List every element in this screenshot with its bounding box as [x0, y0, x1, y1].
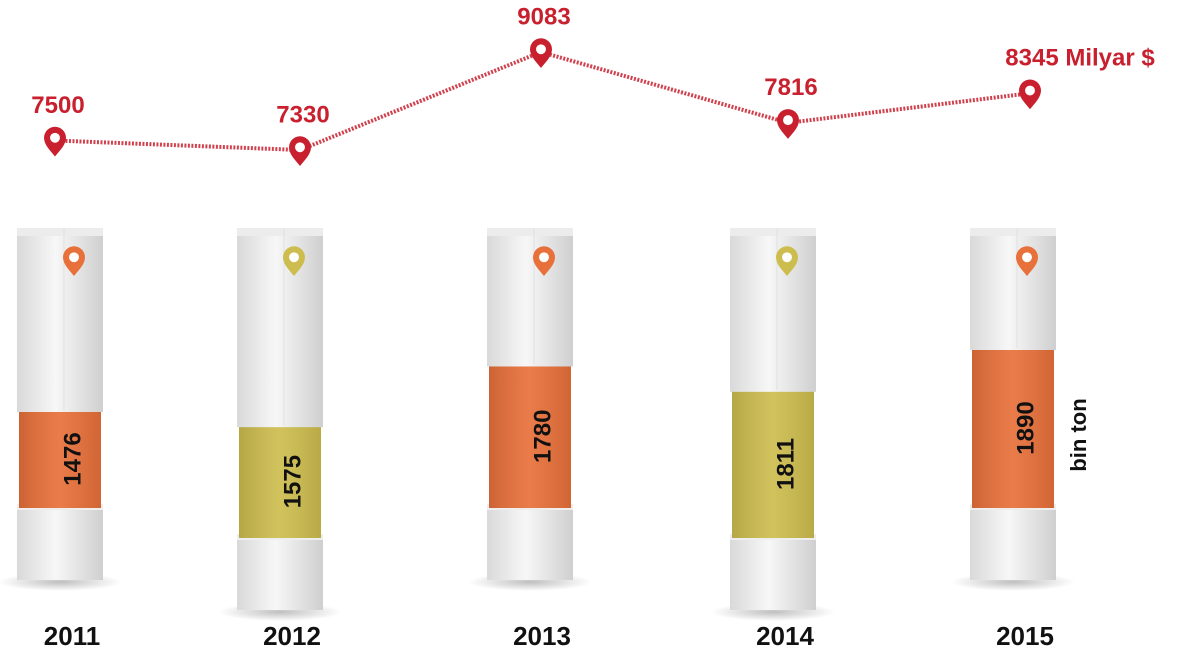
column-top: [237, 228, 323, 427]
column-base: [17, 504, 103, 580]
value-label: 8345 Milyar $: [1005, 45, 1155, 72]
pin-hole: [295, 142, 305, 152]
chart: 7500 7330 9083 7816 8345 Milyar $ 1476 2011 157…: [0, 0, 1179, 657]
pin-hole: [783, 115, 793, 125]
line: [55, 52, 1030, 150]
pin-hole: [69, 252, 79, 262]
column-top: [17, 228, 103, 412]
pin-hole: [50, 133, 60, 143]
column-base: [237, 534, 323, 610]
pin-hole: [1025, 86, 1035, 96]
pin-hole: [782, 252, 792, 262]
page: 7500 7330 9083 7816 8345 Milyar $ 1476 2011 157…: [0, 0, 1179, 657]
column-cap: [487, 228, 573, 236]
value-label: 1476: [59, 432, 86, 485]
value-label: 1890: [1012, 401, 1039, 454]
column-top: [970, 228, 1056, 350]
column-cap: [730, 228, 816, 236]
column-top: [730, 228, 816, 392]
value-label: 7816: [764, 74, 817, 101]
pin-hole: [536, 44, 546, 54]
value-label: 1811: [772, 438, 799, 490]
value-label: 1575: [279, 455, 306, 508]
column-base: [487, 504, 573, 580]
x-tick-label: 2013: [513, 621, 571, 651]
column-cap: [970, 228, 1056, 236]
column-base: [970, 504, 1056, 580]
x-tick-label: 2015: [996, 621, 1054, 651]
column-top: [487, 228, 573, 366]
pin-hole: [289, 252, 299, 262]
value-label: 7330: [276, 101, 329, 128]
pin-hole: [1022, 252, 1032, 262]
value-label: 9083: [517, 3, 570, 30]
pin-hole: [539, 252, 549, 262]
axis-label: bin ton: [1066, 398, 1091, 471]
column-cap: [17, 228, 103, 236]
value-label: 7500: [31, 92, 84, 119]
value-label: 1780: [529, 410, 556, 463]
x-tick-label: 2014: [756, 621, 814, 651]
column-base: [730, 534, 816, 610]
column-cap: [237, 228, 323, 236]
x-tick-label: 2011: [44, 621, 100, 651]
x-tick-label: 2012: [263, 621, 321, 651]
